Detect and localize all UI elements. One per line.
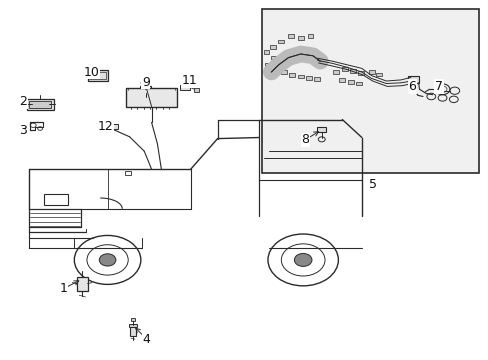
Bar	[270, 56, 276, 59]
Bar	[313, 77, 319, 81]
Bar	[368, 70, 374, 74]
Bar	[287, 34, 293, 38]
Bar	[307, 34, 313, 38]
Text: 12: 12	[97, 120, 113, 132]
Bar	[77, 277, 87, 291]
Bar	[180, 85, 189, 90]
Bar	[333, 70, 339, 74]
Bar	[356, 82, 362, 85]
Text: 1: 1	[60, 282, 67, 295]
Circle shape	[294, 253, 311, 266]
Bar	[130, 318, 135, 321]
Bar	[305, 76, 311, 80]
Bar	[339, 78, 345, 82]
Bar	[140, 86, 151, 93]
Text: 11: 11	[182, 75, 197, 87]
Bar	[280, 70, 286, 74]
Bar	[109, 124, 118, 129]
Bar	[317, 127, 325, 132]
Bar	[289, 73, 295, 77]
Bar	[357, 71, 363, 75]
Bar	[86, 71, 92, 75]
Circle shape	[99, 254, 116, 266]
Bar	[261, 9, 478, 173]
Text: 10: 10	[84, 66, 100, 78]
Text: 8: 8	[301, 133, 309, 146]
Bar	[269, 45, 275, 49]
Bar	[278, 40, 284, 43]
Bar	[341, 67, 347, 71]
Bar	[87, 70, 108, 81]
Text: 3: 3	[20, 124, 27, 137]
Bar	[125, 171, 131, 175]
Bar	[347, 80, 353, 84]
Bar	[349, 69, 355, 73]
Bar	[89, 72, 106, 79]
Text: 9: 9	[142, 76, 149, 89]
Text: 7: 7	[434, 80, 442, 93]
Text: 5: 5	[368, 178, 376, 191]
Bar	[297, 36, 303, 40]
Bar	[407, 76, 418, 83]
Bar	[375, 73, 381, 76]
Bar	[129, 324, 137, 327]
Bar	[126, 88, 177, 107]
Bar	[29, 101, 51, 108]
Text: 4: 4	[142, 333, 150, 346]
Bar	[264, 63, 270, 67]
Bar	[27, 99, 54, 110]
Bar	[271, 67, 277, 71]
Bar	[44, 194, 68, 205]
Text: 6: 6	[407, 80, 415, 93]
Text: 2: 2	[20, 95, 27, 108]
Bar	[297, 75, 303, 78]
Bar	[130, 325, 136, 336]
Bar	[194, 88, 199, 92]
Bar	[263, 50, 269, 54]
